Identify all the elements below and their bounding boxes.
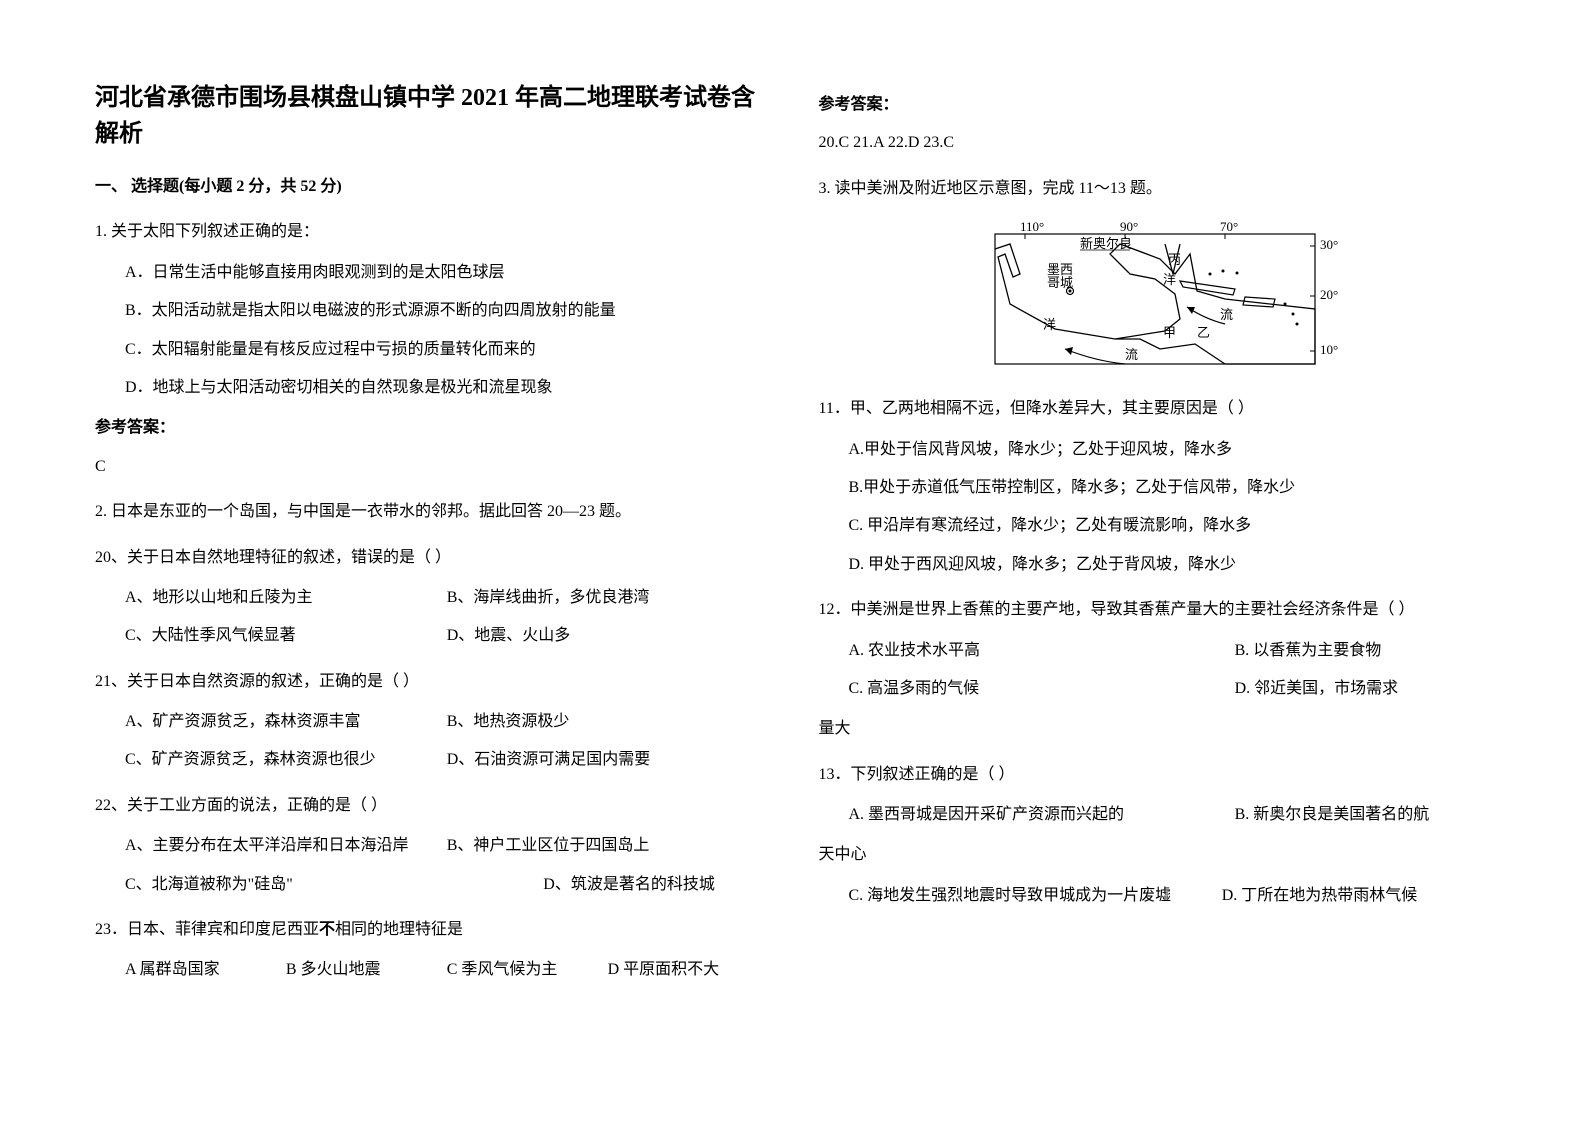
map-label-liu1: 流 <box>1220 307 1233 322</box>
q13-opt-b1: B. 新奥尔良是美国著名的航 <box>1235 800 1430 830</box>
map-label-jia: 甲 <box>1163 325 1176 340</box>
q22-opt-c: C、北海道被称为"硅岛" <box>125 870 543 900</box>
q23-opt-b: B 多火山地震 <box>286 955 447 985</box>
exam-title: 河北省承德市围场县棋盘山镇中学 2021 年高二地理联考试卷含解析 <box>95 80 769 152</box>
lon-110: 110° <box>1020 219 1044 234</box>
q20-opt-a: A、地形以山地和丘陵为主 <box>125 583 447 613</box>
q1-answer: C <box>95 452 769 482</box>
q12-opt-d1: D. 邻近美国，市场需求 <box>1235 674 1399 704</box>
q20-opt-c: C、大陆性季风气候显著 <box>125 621 447 651</box>
q20-opt-d: D、地震、火山多 <box>447 621 769 651</box>
q23-options: A 属群岛国家 B 多火山地震 C 季风气候为主 D 平原面积不大 <box>95 955 769 985</box>
q21-stem: 21、关于日本自然资源的叙述，正确的是（ ） <box>95 667 769 697</box>
answers-line: 20.C 21.A 22.D 23.C <box>819 128 1493 158</box>
map-label-bing: 丙 <box>1168 252 1181 267</box>
q21-opt-d: D、石油资源可满足国内需要 <box>447 745 769 775</box>
q1-opt-b: B．太阳活动就是指太阳以电磁波的形式源源不断的向四周放射的能量 <box>125 296 769 326</box>
q12-options: A. 农业技术水平高 B. 以香蕉为主要食物 C. 高温多雨的气候 D. 邻近美… <box>819 636 1493 745</box>
q21-opt-c: C、矿产资源贫乏，森林资源也很少 <box>125 745 447 775</box>
answers-header: 参考答案： <box>819 90 1493 120</box>
q1-options: A．日常生活中能够直接用肉眼观测到的是太阳色球层 B．太阳活动就是指太阳以电磁波… <box>95 258 769 404</box>
q21-opt-b: B、地热资源极少 <box>447 707 769 737</box>
q12-opt-c: C. 高温多雨的气候 <box>849 674 1235 704</box>
q13-opt-a: A. 墨西哥城是因开采矿产资源而兴起的 <box>849 800 1235 830</box>
q22-opt-d: D、筑波是著名的科技城 <box>543 870 715 900</box>
q11-options: A.甲处于信风背风坡，降水少；乙处于迎风坡，降水多 B.甲处于赤道低气压带控制区… <box>819 435 1493 581</box>
map-label-yang1: 洋 <box>1163 272 1176 287</box>
map-label-liu2: 流 <box>1125 347 1138 362</box>
q11-opt-c: C. 甲沿岸有寒流经过，降水少；乙处有暖流影响，降水多 <box>849 511 1493 541</box>
q1-opt-a: A．日常生活中能够直接用肉眼观测到的是太阳色球层 <box>125 258 769 288</box>
q3-intro: 3. 读中美洲及附近地区示意图，完成 11～13 题。 <box>819 174 1493 204</box>
q20-opt-b: B、海岸线曲折，多优良港湾 <box>447 583 769 613</box>
q22-options: A、主要分布在太平洋沿岸和日本海沿岸 B、神户工业区位于四国岛上 C、北海道被称… <box>95 831 769 900</box>
q21-opt-a: A、矿产资源贫乏，森林资源丰富 <box>125 707 447 737</box>
q13-opt-b2: 天中心 <box>819 840 1493 870</box>
q1-stem: 1. 关于太阳下列叙述正确的是： <box>95 217 769 247</box>
q12-opt-a: A. 农业技术水平高 <box>849 636 1235 666</box>
q23-stem: 23．日本、菲律宾和印度尼西亚不相同的地理特征是 <box>95 915 769 945</box>
map-label-yi: 乙 <box>1197 325 1210 340</box>
q13-opt-d: D. 丁所在地为热带雨林气候 <box>1222 881 1418 911</box>
map-label-yang2: 洋 <box>1043 317 1056 332</box>
q1-opt-d: D．地球上与太阳活动密切相关的自然现象是极光和流星现象 <box>125 373 769 403</box>
q1-answer-label: 参考答案： <box>95 413 769 443</box>
q11-stem: 11．甲、乙两地相隔不远，但降水差异大，其主要原因是（ ） <box>819 394 1493 424</box>
map-city-neworleans: 新奥尔良 <box>1080 236 1132 251</box>
map-city-mexico-2: 哥城 <box>1047 275 1073 290</box>
q2-intro: 2. 日本是东亚的一个岛国，与中国是一衣带水的邻邦。据此回答 20—23 题。 <box>95 497 769 527</box>
q11-opt-d: D. 甲处于西风迎风坡，降水多；乙处于背风坡，降水少 <box>849 550 1493 580</box>
section-header: 一、 选择题(每小题 2 分，共 52 分) <box>95 172 769 202</box>
q22-opt-b: B、神户工业区位于四国岛上 <box>447 831 769 861</box>
q21-options: A、矿产资源贫乏，森林资源丰富 B、地热资源极少 C、矿产资源贫乏，森林资源也很… <box>95 707 769 776</box>
map-figure: 110° 90° 70° 30° 20° 10° <box>965 219 1345 379</box>
q20-options: A、地形以山地和丘陵为主 B、海岸线曲折，多优良港湾 C、大陆性季风气候显著 D… <box>95 583 769 652</box>
q23-opt-a: A 属群岛国家 <box>125 955 286 985</box>
q13-stem: 13．下列叙述正确的是（ ） <box>819 760 1493 790</box>
lat-10: 10° <box>1320 342 1338 357</box>
q11-opt-b: B.甲处于赤道低气压带控制区，降水多；乙处于信风带，降水少 <box>849 473 1493 503</box>
q23-opt-d: D 平原面积不大 <box>608 955 769 985</box>
q12-opt-b: B. 以香蕉为主要食物 <box>1235 636 1382 666</box>
q12-stem: 12．中美洲是世界上香蕉的主要产地，导致其香蕉产量大的主要社会经济条件是（ ） <box>819 595 1493 625</box>
q20-stem: 20、关于日本自然地理特征的叙述，错误的是（ ） <box>95 543 769 573</box>
q23-opt-c: C 季风气候为主 <box>447 955 608 985</box>
q22-opt-a: A、主要分布在太平洋沿岸和日本海沿岸 <box>125 831 447 861</box>
lon-90: 90° <box>1120 219 1138 234</box>
lon-70: 70° <box>1220 219 1238 234</box>
q12-opt-d2: 量大 <box>819 714 1493 744</box>
lat-30: 30° <box>1320 237 1338 252</box>
q1-opt-c: C．太阳辐射能量是有核反应过程中亏损的质量转化而来的 <box>125 335 769 365</box>
lat-20: 20° <box>1320 287 1338 302</box>
q13-opt-c: C. 海地发生强烈地震时导致甲城成为一片废墟 <box>849 881 1222 911</box>
left-column: 河北省承德市围场县棋盘山镇中学 2021 年高二地理联考试卷含解析 一、 选择题… <box>95 80 769 994</box>
q13-options: A. 墨西哥城是因开采矿产资源而兴起的 B. 新奥尔良是美国著名的航 天中心 C… <box>819 800 1493 911</box>
q11-opt-a: A.甲处于信风背风坡，降水少；乙处于迎风坡，降水多 <box>849 435 1493 465</box>
q22-stem: 22、关于工业方面的说法，正确的是（ ） <box>95 791 769 821</box>
right-column: 参考答案： 20.C 21.A 22.D 23.C 3. 读中美洲及附近地区示意… <box>819 80 1493 994</box>
